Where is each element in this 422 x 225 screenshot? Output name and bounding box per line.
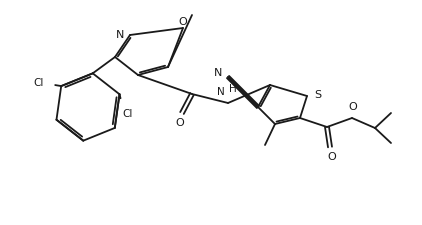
Text: N: N <box>116 30 124 40</box>
Text: O: O <box>179 17 187 27</box>
Text: N: N <box>214 68 222 78</box>
Text: O: O <box>327 152 336 162</box>
Text: S: S <box>314 90 321 100</box>
Text: Cl: Cl <box>122 109 133 119</box>
Text: Cl: Cl <box>34 78 44 88</box>
Text: O: O <box>176 118 184 128</box>
Text: O: O <box>349 102 357 112</box>
Text: H: H <box>229 84 237 94</box>
Text: N: N <box>217 87 225 97</box>
